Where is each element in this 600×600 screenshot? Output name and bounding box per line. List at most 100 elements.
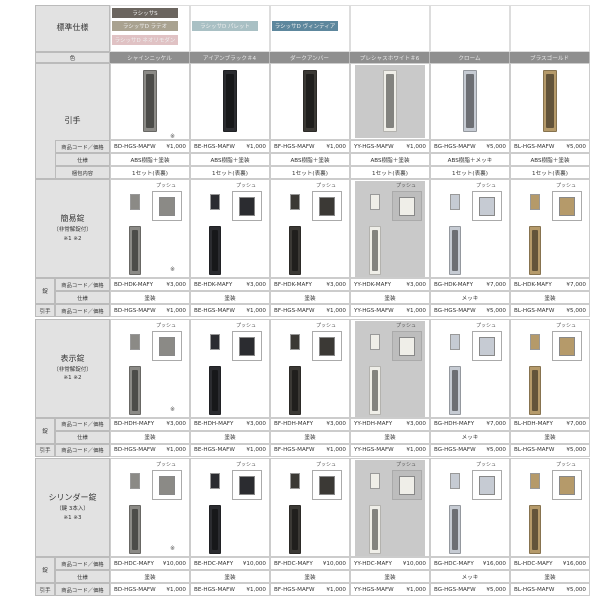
handle-pull-image <box>449 226 461 275</box>
indicator-plate <box>130 194 140 210</box>
code-price: BF-HDC-MAFY ¥10,000 <box>270 557 350 570</box>
swatch-0: ラシッサS <box>112 8 178 18</box>
product-code: YY-HGS-MAFW <box>354 447 394 453</box>
code-price: BD-HDK-MAFY ¥3,000 <box>110 278 190 291</box>
contents-value: 1セット(表裏) <box>110 166 190 179</box>
section-notes: ※1 ※2 <box>63 375 82 382</box>
price: ¥10,000 <box>242 560 266 567</box>
product-code: BF-HDK-MAFY <box>274 281 312 288</box>
price: ¥1,000 <box>246 586 266 593</box>
row-label: 仕様 <box>55 153 110 166</box>
handle-recess <box>452 369 458 411</box>
handle-recess <box>466 74 474 128</box>
handle-pull-image <box>463 70 477 132</box>
handle-pull-image <box>223 70 237 132</box>
price: ¥1,000 <box>166 307 186 314</box>
product-code: BF-HGS-MAFW <box>274 447 315 453</box>
product-code: YY-HDC-MAFY <box>354 560 392 567</box>
handle-pull-image <box>209 226 221 275</box>
push-label: プッシュ <box>556 183 577 189</box>
spec-value: 塗装 <box>110 430 190 444</box>
spec-value: 塗装 <box>350 570 430 583</box>
indicator-plate <box>370 333 380 350</box>
push-plate <box>479 197 495 216</box>
indicator-plate <box>530 473 540 489</box>
code-price: BD-HGS-MAFW ¥1,000 <box>110 443 190 457</box>
handle-recess <box>532 509 538 550</box>
code-price: BF-HDH-MAFY ¥3,000 <box>270 417 350 431</box>
push-label: プッシュ <box>316 183 337 189</box>
handle-pull-image <box>129 365 141 415</box>
handle-recess <box>532 230 538 271</box>
spec-value: 塗装 <box>350 291 430 304</box>
product-code: BD-HDH-MAFY <box>114 421 155 427</box>
handle-recess <box>212 509 218 550</box>
section-title: シリンダー錠 <box>48 493 97 503</box>
price: ¥5,000 <box>566 307 586 314</box>
swatch-2: ラシッサD ネオリモダン <box>112 35 178 45</box>
handle-pull-image <box>369 365 381 415</box>
price: ¥7,000 <box>486 421 506 427</box>
contents-value: 1セット(表裏) <box>350 166 430 179</box>
code-price: BL-HGS-MAFW ¥5,000 <box>510 140 590 153</box>
code-price: BG-HDH-MAFY ¥7,000 <box>430 417 510 431</box>
row-label: 商品コード／価格 <box>55 583 110 596</box>
section-notes: ※1 ※2 <box>63 235 82 242</box>
indicator-plate <box>290 473 300 489</box>
indicator-plate <box>450 333 460 350</box>
handle-recess <box>452 230 458 271</box>
push-label: プッシュ <box>156 183 177 189</box>
color-name: シャインニッケル <box>110 52 190 63</box>
push-label: プッシュ <box>476 322 497 329</box>
product-code: BL-HDK-MAFY <box>514 281 552 288</box>
lock-group-label: 錠 <box>35 557 55 583</box>
row-label: 商品コード／価格 <box>55 140 110 153</box>
indicator-plate <box>530 194 540 210</box>
header-cell <box>350 5 430 52</box>
code-price: BL-HDC-MAFY ¥16,000 <box>510 557 590 570</box>
price: ¥3,000 <box>166 421 186 427</box>
code-price: BL-HDK-MAFY ¥7,000 <box>510 278 590 291</box>
code-price: BG-HDK-MAFY ¥7,000 <box>430 278 510 291</box>
swatch-1: ラシッサD ラテオ <box>112 21 178 31</box>
price: ¥10,000 <box>322 560 346 567</box>
code-price: BD-HDH-MAFY ¥3,000 <box>110 417 190 431</box>
price: ¥3,000 <box>246 281 266 288</box>
handle-pull-image <box>449 505 461 554</box>
push-plate <box>559 336 575 356</box>
section-title: シリンダー錠 （鍵 3本入） ※1 ※3 <box>35 458 110 557</box>
swatch-3: ラシッサD パレット <box>192 21 258 31</box>
section-title: 簡易錠 <box>60 214 85 224</box>
push-plate-frame <box>152 191 182 221</box>
contents-value: 1セット(表裏) <box>510 166 590 179</box>
handle-recess <box>306 74 314 128</box>
standard-spec-label: 標準仕様 <box>35 5 110 52</box>
spec-value: 塗装 <box>350 430 430 444</box>
handle-pull-image <box>529 226 541 275</box>
spec-value: ABS樹脂＋塗装 <box>350 153 430 166</box>
price: ¥7,000 <box>486 281 506 288</box>
code-price: BF-HGS-MAFW ¥1,000 <box>270 443 350 457</box>
price: ¥5,000 <box>566 447 586 453</box>
code-price: BF-HGS-MAFW ¥1,000 <box>270 304 350 317</box>
push-label: プッシュ <box>236 462 257 468</box>
handle-recess <box>226 74 234 128</box>
price: ¥1,000 <box>406 307 426 314</box>
code-price: YY-HGS-MAFW ¥1,000 <box>350 304 430 317</box>
handle-pull-image <box>129 226 141 275</box>
spec-value: 塗装 <box>110 570 190 583</box>
product-code: BG-HGS-MAFW <box>434 447 476 453</box>
product-code: BF-HDC-MAFY <box>274 560 313 567</box>
code-price: YY-HGS-MAFW ¥1,000 <box>350 140 430 153</box>
product-code: BG-HGS-MAFW <box>434 586 476 593</box>
handle-recess <box>292 369 298 411</box>
row-label: 仕様 <box>55 570 110 583</box>
spec-value: 塗装 <box>190 430 270 444</box>
handle-pull-image <box>529 505 541 554</box>
handle-pull-image <box>369 505 381 554</box>
price: ¥3,000 <box>166 281 186 288</box>
row-label: 商品コード／価格 <box>55 278 110 291</box>
spec-value: 塗装 <box>190 570 270 583</box>
push-label: プッシュ <box>476 183 497 189</box>
price: ¥1,000 <box>326 447 346 453</box>
